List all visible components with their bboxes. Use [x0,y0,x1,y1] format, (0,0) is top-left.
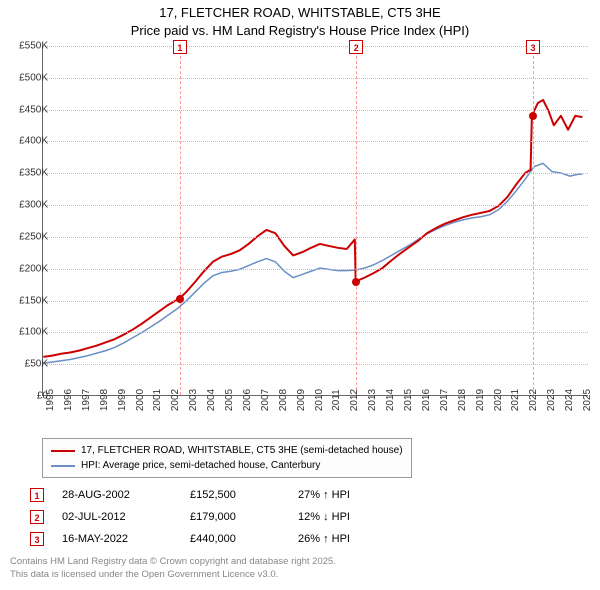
gridline-h [43,332,588,333]
sale-marker-badge: 3 [526,40,540,54]
x-axis-label: 2009 [296,389,307,411]
chart-legend: 17, FLETCHER ROAD, WHITSTABLE, CT5 3HE (… [42,438,412,478]
sales-row-date: 28-AUG-2002 [62,489,172,501]
x-axis-label: 2015 [403,389,414,411]
y-axis-label: £100K [8,327,48,338]
title-subtitle: Price paid vs. HM Land Registry's House … [0,22,600,40]
x-axis-label: 2010 [314,389,325,411]
title-block: 17, FLETCHER ROAD, WHITSTABLE, CT5 3HE P… [0,0,600,39]
y-axis-label: £250K [8,231,48,242]
x-axis-label: 2025 [582,389,593,411]
sale-marker-badge: 2 [349,40,363,54]
sales-row-price: £152,500 [190,489,280,501]
legend-label-2: HPI: Average price, semi-detached house,… [81,458,320,473]
sales-row-price: £179,000 [190,511,280,523]
y-axis-label: £200K [8,263,48,274]
gridline-h [43,205,588,206]
x-axis-label: 2000 [135,389,146,411]
x-axis-label: 2008 [278,389,289,411]
sales-row-date: 02-JUL-2012 [62,511,172,523]
sale-marker-line [533,46,534,395]
y-axis-label: £150K [8,295,48,306]
x-axis-label: 2024 [564,389,575,411]
gridline-h [43,173,588,174]
sales-row-price: £440,000 [190,533,280,545]
sales-row: 1 28-AUG-2002 £152,500 27% ↑ HPI [30,484,408,506]
legend-label-1: 17, FLETCHER ROAD, WHITSTABLE, CT5 3HE (… [81,443,403,458]
legend-row-series1: 17, FLETCHER ROAD, WHITSTABLE, CT5 3HE (… [51,443,403,458]
x-axis-label: 2023 [546,389,557,411]
gridline-h [43,110,588,111]
sales-table: 1 28-AUG-2002 £152,500 27% ↑ HPI 2 02-JUL-201… [30,484,408,550]
x-axis-label: 2020 [493,389,504,411]
x-axis-label: 2022 [528,389,539,411]
x-axis-label: 2018 [457,389,468,411]
footer-line1: Contains HM Land Registry data © Crown c… [10,556,336,569]
x-axis-label: 1995 [45,389,56,411]
x-axis-label: 2004 [206,389,217,411]
y-axis-label: £0 [8,391,48,402]
gridline-h [43,269,588,270]
y-axis-label: £300K [8,200,48,211]
y-axis-label: £450K [8,104,48,115]
sales-row-badge: 1 [30,488,44,502]
sales-row-pct: 27% ↑ HPI [298,489,408,501]
x-axis-label: 2016 [421,389,432,411]
chart-container: 17, FLETCHER ROAD, WHITSTABLE, CT5 3HE P… [0,0,600,590]
legend-swatch-1 [51,450,75,452]
legend-swatch-2 [51,465,75,467]
sales-row: 3 16-MAY-2022 £440,000 26% ↑ HPI [30,528,408,550]
x-axis-label: 2019 [475,389,486,411]
x-axis-label: 1997 [81,389,92,411]
chart-plot-area: 123 [42,46,588,396]
y-axis-label: £350K [8,168,48,179]
y-axis-label: £400K [8,136,48,147]
sales-row-date: 16-MAY-2022 [62,533,172,545]
x-axis-label: 2002 [170,389,181,411]
title-address: 17, FLETCHER ROAD, WHITSTABLE, CT5 3HE [0,4,600,22]
y-axis-label: £50K [8,359,48,370]
sale-dot [529,112,537,120]
series-price-paid [43,100,582,357]
legend-row-series2: HPI: Average price, semi-detached house,… [51,458,403,473]
sale-dot [352,278,360,286]
x-axis-label: 1996 [63,389,74,411]
x-axis-label: 2007 [260,389,271,411]
footer-line2: This data is licensed under the Open Gov… [10,569,336,582]
sale-marker-line [180,46,181,395]
y-axis-label: £550K [8,41,48,52]
x-axis-label: 2014 [385,389,396,411]
gridline-h [43,46,588,47]
sales-row-pct: 26% ↑ HPI [298,533,408,545]
sales-row-badge: 3 [30,532,44,546]
y-axis-label: £500K [8,72,48,83]
x-axis-label: 2006 [242,389,253,411]
x-axis-label: 2003 [188,389,199,411]
x-axis-label: 2011 [331,389,342,411]
x-axis-label: 2021 [510,389,521,411]
x-axis-label: 2001 [152,389,163,411]
gridline-h [43,141,588,142]
x-axis-label: 2012 [349,389,360,411]
sales-row: 2 02-JUL-2012 £179,000 12% ↓ HPI [30,506,408,528]
sale-marker-line [356,46,357,395]
x-axis-label: 1998 [99,389,110,411]
chart-lines-svg [43,46,588,395]
gridline-h [43,78,588,79]
x-axis-label: 1999 [117,389,128,411]
sale-dot [176,295,184,303]
sales-row-pct: 12% ↓ HPI [298,511,408,523]
sale-marker-badge: 1 [173,40,187,54]
gridline-h [43,364,588,365]
sales-row-badge: 2 [30,510,44,524]
x-axis-label: 2013 [367,389,378,411]
x-axis-label: 2005 [224,389,235,411]
gridline-h [43,301,588,302]
x-axis-label: 2017 [439,389,450,411]
footer-attribution: Contains HM Land Registry data © Crown c… [10,556,336,582]
gridline-h [43,237,588,238]
